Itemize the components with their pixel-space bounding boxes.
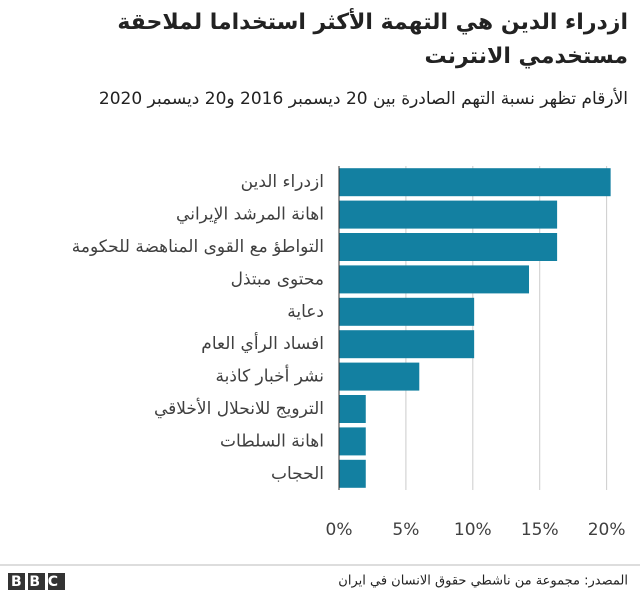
x-tick-label: 5% — [392, 520, 419, 540]
x-tick-label: 20% — [588, 520, 626, 540]
logo: BBC — [8, 573, 65, 590]
x-tick-label: 0% — [326, 520, 353, 540]
source: المصدر: مجموعة من ناشطي حقوق الانسان في … — [338, 574, 628, 589]
logo-text: BBC — [11, 574, 58, 590]
bar — [339, 395, 366, 423]
y-tick-label: التواطؤ مع القوى المناهضة للحكومة — [72, 237, 324, 257]
bar — [339, 265, 530, 294]
y-tick-label: محتوى مبتذل — [231, 269, 324, 289]
y-tick-label: ازدراء الدين — [241, 172, 324, 192]
y-tick-label: نشر أخبار كاذبة — [215, 365, 324, 387]
x-tick-label: 15% — [521, 520, 559, 540]
bar — [339, 362, 420, 391]
chart-subtitle: الأرقام تظهر نسبة التهم الصادرة بين 20 د… — [98, 89, 628, 109]
y-tick-label: اهانة السلطات — [220, 431, 324, 451]
x-tick-label: 10% — [454, 520, 492, 540]
chart-title: ازدراء الدين هي التهمة الأكثر استخداما ل… — [117, 10, 628, 69]
y-tick-label: افساد الرأي العام — [201, 332, 324, 354]
bar — [339, 330, 475, 359]
bar — [339, 168, 611, 197]
bar — [339, 297, 475, 326]
y-tick-label: الترويج للانحلال الأخلاقي — [154, 398, 324, 419]
bar — [339, 459, 366, 488]
y-tick-label: الحجاب — [271, 464, 324, 484]
bar — [339, 200, 558, 229]
y-tick-label: دعاية — [287, 302, 324, 322]
y-tick-label: اهانة المرشد الإيراني — [176, 205, 324, 225]
bar — [339, 233, 558, 261]
bar — [339, 427, 366, 456]
